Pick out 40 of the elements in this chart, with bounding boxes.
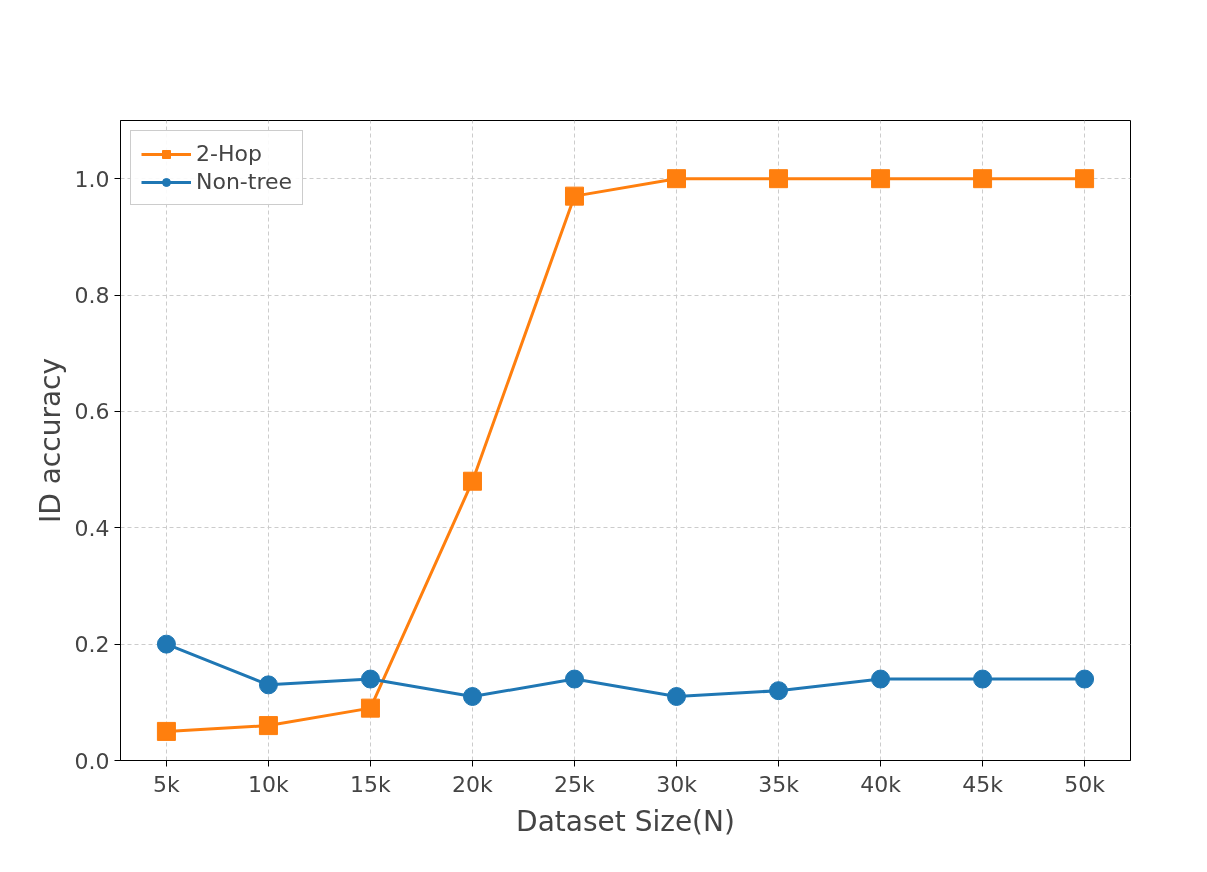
x-tick-label: 40k <box>860 771 902 797</box>
x-tick-label: 10k <box>248 771 290 797</box>
x-tick-label: 20k <box>452 771 494 797</box>
y-tick-label: 0.4 <box>74 515 110 541</box>
y-tick-label: 1.0 <box>74 166 110 192</box>
point <box>871 669 891 689</box>
point <box>871 169 891 189</box>
y-tick-label: 0.2 <box>74 632 110 658</box>
point <box>258 675 278 695</box>
point <box>360 698 380 718</box>
x-tick-label: 30k <box>656 771 698 797</box>
point <box>462 687 482 706</box>
x-tick-label: 35k <box>758 771 800 797</box>
x-tick-label: 25k <box>554 771 596 797</box>
x-tick-label: 50k <box>1064 771 1106 797</box>
legend-label: 2-Hop <box>196 141 262 166</box>
point <box>973 169 993 189</box>
point <box>667 687 687 706</box>
y-tick-label: 0.8 <box>74 283 110 309</box>
point <box>258 716 278 736</box>
legend-label: Non-tree <box>196 169 293 194</box>
point <box>564 669 584 689</box>
x-tick-label: 15k <box>350 771 392 797</box>
y-tick-label: 0.0 <box>74 748 110 774</box>
point <box>156 634 176 654</box>
x-axis-title: Dataset Size(N) <box>516 804 735 838</box>
point <box>462 471 482 491</box>
point <box>564 186 584 206</box>
point <box>667 169 687 189</box>
y-tick-label: 0.6 <box>74 399 110 425</box>
point <box>973 669 993 689</box>
y-axis-title: ID accuracy <box>33 357 67 524</box>
point <box>156 721 176 741</box>
point <box>769 681 789 701</box>
point <box>1075 169 1095 189</box>
point <box>360 669 380 689</box>
point <box>769 169 789 189</box>
x-tick-label: 5k <box>153 771 181 797</box>
point <box>1075 669 1095 689</box>
x-tick-label: 45k <box>962 771 1004 797</box>
